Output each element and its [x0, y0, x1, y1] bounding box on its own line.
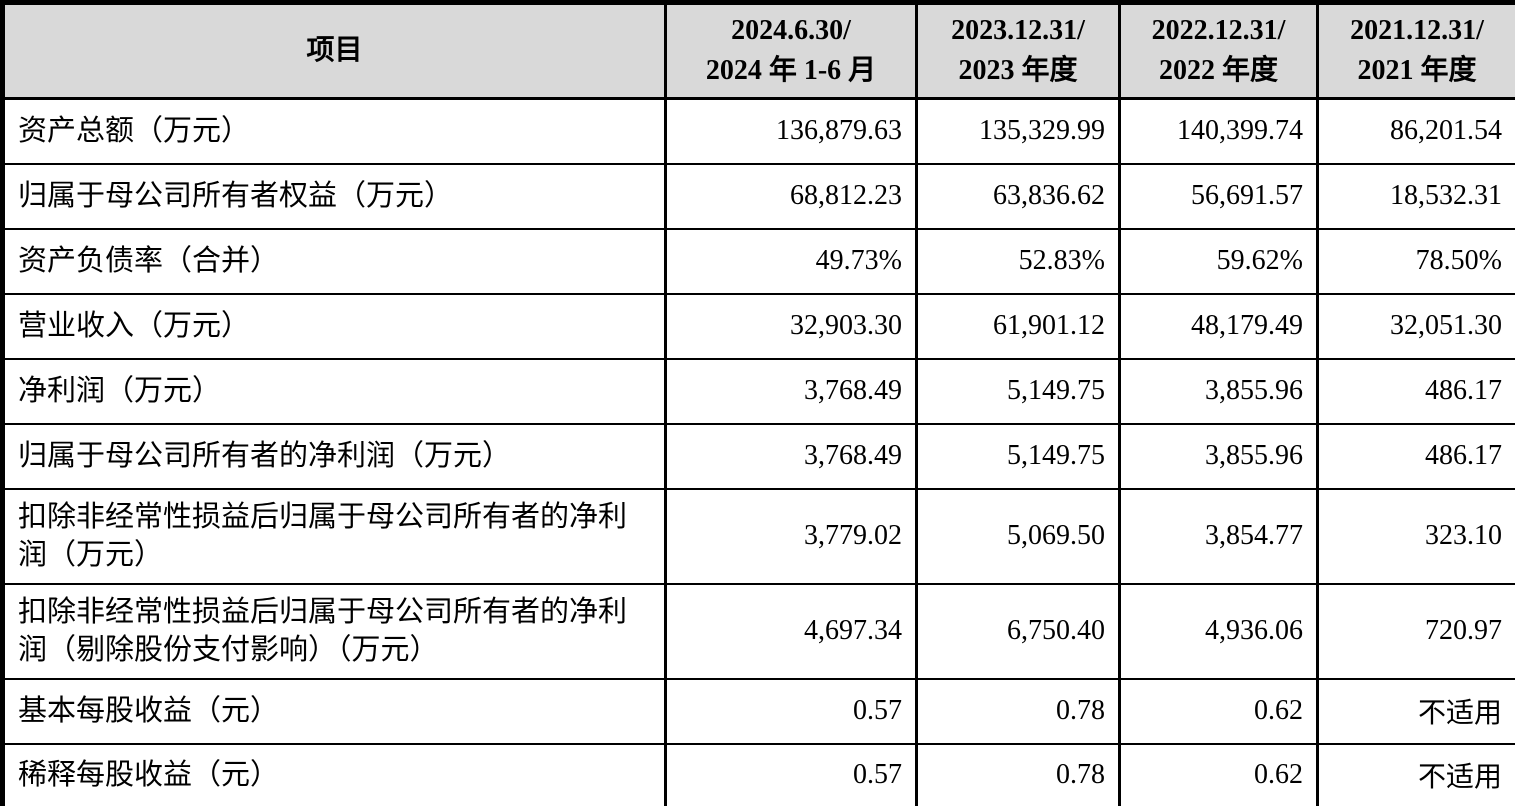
row-value: 3,768.49 — [664, 422, 918, 490]
table-row: 扣除非经常性损益后归属于母公司所有者的净利润（剔除股份支付影响）（万元） 4,69… — [1, 582, 1515, 680]
row-label: 扣除非经常性损益后归属于母公司所有者的净利润（剔除股份支付影响）（万元） — [1, 582, 667, 680]
table-row: 营业收入（万元） 32,903.30 61,901.12 48,179.49 32,05… — [1, 292, 1515, 360]
header-period-range: 2022 年度 — [1158, 55, 1278, 86]
row-value: 48,179.49 — [1118, 292, 1319, 360]
row-value: 68,812.23 — [664, 162, 918, 230]
header-row: 项目 2024.6.30/ 2024 年 1-6 月 2023.12.31/ 2… — [1, 1, 1515, 100]
header-period-2024: 2024.6.30/ 2024 年 1-6 月 — [664, 1, 918, 100]
table-row: 基本每股收益（元） 0.57 0.78 0.62 不适用 — [1, 677, 1515, 745]
header-period-date: 2021.12.31/ — [1350, 15, 1484, 47]
row-label: 营业收入（万元） — [1, 292, 667, 360]
table-row: 资产负债率（合并） 49.73% 52.83% 59.62% 78.50% — [1, 227, 1515, 295]
row-value: 0.57 — [664, 742, 918, 806]
row-value: 6,750.40 — [915, 582, 1121, 680]
row-value: 0.62 — [1118, 742, 1319, 806]
table-row: 归属于母公司所有者权益（万元） 68,812.23 63,836.62 56,691.… — [1, 162, 1515, 230]
row-value: 63,836.62 — [915, 162, 1121, 230]
row-value: 486.17 — [1316, 357, 1515, 425]
row-value: 32,903.30 — [664, 292, 918, 360]
row-value: 140,399.74 — [1118, 97, 1319, 165]
row-value: 32,051.30 — [1316, 292, 1515, 360]
row-value: 0.78 — [915, 677, 1121, 745]
row-value: 3,855.96 — [1118, 357, 1319, 425]
header-period-2023: 2023.12.31/ 2023 年度 — [915, 1, 1121, 100]
row-value: 4,697.34 — [664, 582, 918, 680]
row-value: 323.10 — [1316, 487, 1515, 585]
row-value: 136,879.63 — [664, 97, 918, 165]
row-value: 3,854.77 — [1118, 487, 1319, 585]
row-value: 720.97 — [1316, 582, 1515, 680]
row-label: 稀释每股收益（元） — [1, 742, 667, 806]
row-value: 52.83% — [915, 227, 1121, 295]
table-body: 资产总额（万元） 136,879.63 135,329.99 140,399.74 86… — [1, 97, 1515, 806]
row-label: 扣除非经常性损益后归属于母公司所有者的净利润（万元） — [1, 487, 667, 585]
row-value: 5,149.75 — [915, 357, 1121, 425]
row-value: 49.73% — [664, 227, 918, 295]
row-value: 0.57 — [664, 677, 918, 745]
row-value: 59.62% — [1118, 227, 1319, 295]
table-header: 项目 2024.6.30/ 2024 年 1-6 月 2023.12.31/ 2… — [1, 1, 1515, 100]
header-period-2021: 2021.12.31/ 2021 年度 — [1316, 1, 1515, 100]
row-value: 5,149.75 — [915, 422, 1121, 490]
header-period-date: 2023.12.31/ — [951, 15, 1085, 47]
row-value: 3,779.02 — [664, 487, 918, 585]
row-label: 净利润（万元） — [1, 357, 667, 425]
row-value: 3,855.96 — [1118, 422, 1319, 490]
row-label: 资产负债率（合并） — [1, 227, 667, 295]
header-period-2022: 2022.12.31/ 2022 年度 — [1118, 1, 1319, 100]
header-period-date: 2022.12.31/ — [1151, 15, 1286, 47]
row-value: 135,329.99 — [915, 97, 1121, 165]
row-value: 0.78 — [915, 742, 1121, 806]
header-item-column: 项目 — [1, 1, 667, 100]
table-row: 资产总额（万元） 136,879.63 135,329.99 140,399.74 86… — [1, 97, 1515, 165]
header-period-range: 2024 年 1-6 月 — [705, 55, 877, 86]
table-row: 扣除非经常性损益后归属于母公司所有者的净利润（万元） 3,779.02 5,069.… — [1, 487, 1515, 585]
row-value: 5,069.50 — [915, 487, 1121, 585]
row-value: 486.17 — [1316, 422, 1515, 490]
row-value: 78.50% — [1316, 227, 1515, 295]
table-row: 净利润（万元） 3,768.49 5,149.75 3,855.96 486.17 — [1, 357, 1515, 425]
row-value: 4,936.06 — [1118, 582, 1319, 680]
row-value: 86,201.54 — [1316, 97, 1515, 165]
row-value: 不适用 — [1316, 742, 1515, 806]
row-label: 归属于母公司所有者权益（万元） — [1, 162, 667, 230]
header-period-range: 2021 年度 — [1357, 55, 1477, 86]
row-value: 3,768.49 — [664, 357, 918, 425]
header-period-range: 2023 年度 — [958, 55, 1078, 86]
table-row: 稀释每股收益（元） 0.57 0.78 0.62 不适用 — [1, 742, 1515, 806]
row-value: 61,901.12 — [915, 292, 1121, 360]
row-label: 资产总额（万元） — [1, 97, 667, 165]
row-label: 归属于母公司所有者的净利润（万元） — [1, 422, 667, 490]
row-value: 不适用 — [1316, 677, 1515, 745]
row-label: 基本每股收益（元） — [1, 677, 667, 745]
row-value: 18,532.31 — [1316, 162, 1515, 230]
table-row: 归属于母公司所有者的净利润（万元） 3,768.49 5,149.75 3,855.9… — [1, 422, 1515, 490]
row-value: 56,691.57 — [1118, 162, 1319, 230]
header-period-date: 2024.6.30/ — [731, 15, 851, 47]
row-value: 0.62 — [1118, 677, 1319, 745]
